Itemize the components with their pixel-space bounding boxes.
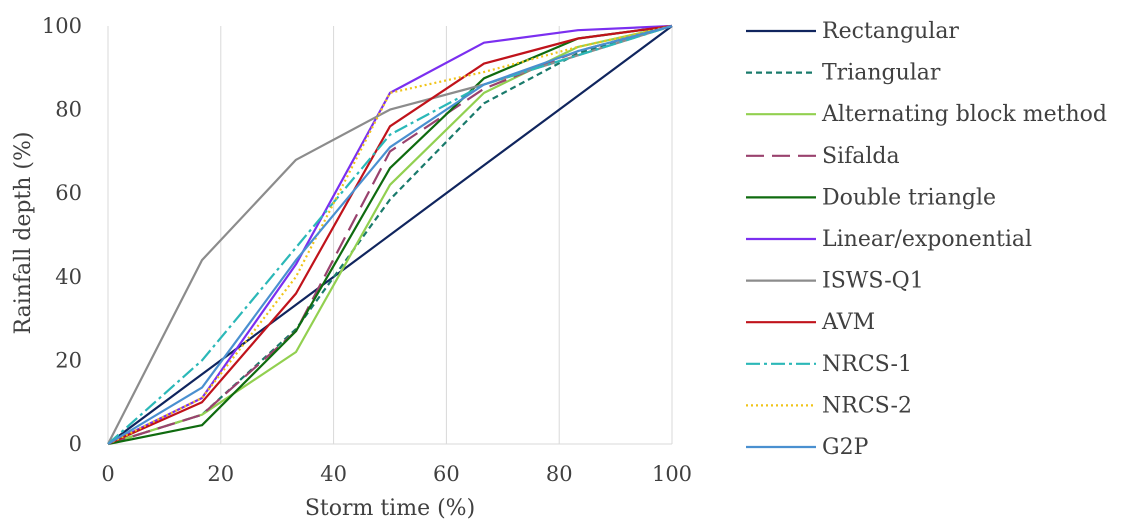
y-tick-label: 60 (55, 181, 82, 205)
legend-label: Double triangle (822, 185, 996, 210)
series-lines (107, 24, 673, 446)
x-tick-label: 100 (652, 462, 692, 486)
tick-labels: 0 20 40 60 80 100 0 20 40 60 80 100 (42, 14, 692, 486)
series-line (107, 24, 673, 445)
series-line (107, 24, 673, 446)
axes (107, 26, 672, 445)
legend-label: AVM (821, 310, 875, 335)
x-tick-label: 60 (433, 462, 460, 486)
series-line (107, 24, 673, 445)
x-tick-label: 20 (207, 462, 234, 486)
legend-label: Alternating block method (821, 102, 1107, 127)
series-line (107, 24, 673, 445)
series-line (107, 25, 673, 445)
legend-label: Triangular (822, 61, 941, 86)
legend-label: Sifalda (822, 144, 900, 169)
x-axis-label: Storm time (%) (305, 496, 475, 521)
legend-label: NRCS-1 (822, 352, 912, 377)
y-tick-label: 80 (55, 98, 82, 122)
legend-label: ISWS-Q1 (822, 269, 924, 294)
y-tick-label: 40 (55, 265, 82, 289)
y-tick-label: 100 (42, 14, 82, 38)
legend-label: Linear/exponential (822, 227, 1032, 252)
series-line (107, 24, 673, 446)
x-tick-label: 80 (546, 462, 573, 486)
legend-label: G2P (822, 435, 869, 460)
x-tick-label: 0 (101, 462, 114, 486)
series-line (107, 24, 673, 446)
legend: Rectangular Triangular Alternating block m… (746, 19, 1107, 460)
legend-label: NRCS-2 (822, 393, 912, 418)
x-tick-label: 40 (320, 462, 347, 486)
y-tick-label: 20 (55, 348, 82, 372)
y-tick-label: 0 (69, 432, 82, 456)
series-line (107, 24, 673, 445)
y-axis-label: Rainfall depth (%) (11, 132, 36, 335)
legend-label: Rectangular (822, 19, 959, 44)
